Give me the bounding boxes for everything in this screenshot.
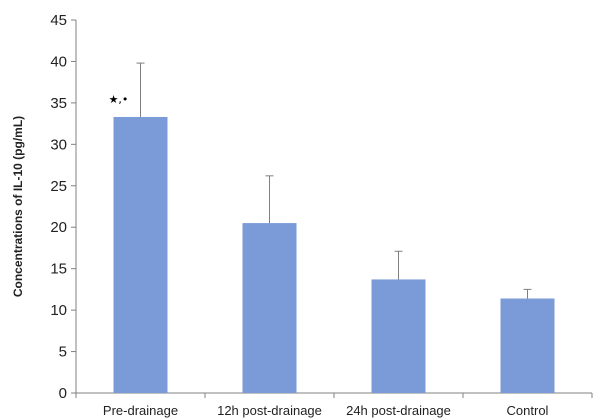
x-axis: Pre-drainage 12h post-drainage 24h post-dr… — [75, 392, 593, 418]
bar — [113, 116, 168, 393]
x-tick-label: Pre-drainage — [103, 403, 178, 418]
bar — [242, 223, 297, 393]
x-tick-label: 24h post-drainage — [346, 403, 451, 418]
bars — [113, 116, 555, 393]
x-tick-label: Control — [507, 403, 549, 418]
y-tick-label: 25 — [50, 178, 67, 195]
y-tick-label: 30 — [50, 136, 67, 153]
bar — [371, 279, 426, 393]
x-tick-label: 12h post-drainage — [217, 403, 322, 418]
y-tick-label: 45 — [50, 12, 67, 29]
y-tick-label: 20 — [50, 219, 67, 236]
y-tick-label: 0 — [59, 385, 67, 402]
error-bars — [136, 62, 532, 299]
y-tick-label: 5 — [59, 344, 67, 361]
significance-annotation: ★,• — [109, 93, 129, 106]
y-tick-label: 40 — [50, 53, 67, 70]
y-axis-label: Concentrations of IL-10 (pg/mL) — [11, 116, 25, 297]
bar — [500, 298, 555, 393]
y-axis: 0 5 10 15 20 25 30 35 40 45 — [50, 12, 77, 402]
annotations: ★,• — [109, 93, 129, 106]
y-tick-label: 10 — [50, 302, 67, 319]
y-tick-label: 35 — [50, 95, 67, 112]
y-tick-label: 15 — [50, 261, 67, 278]
